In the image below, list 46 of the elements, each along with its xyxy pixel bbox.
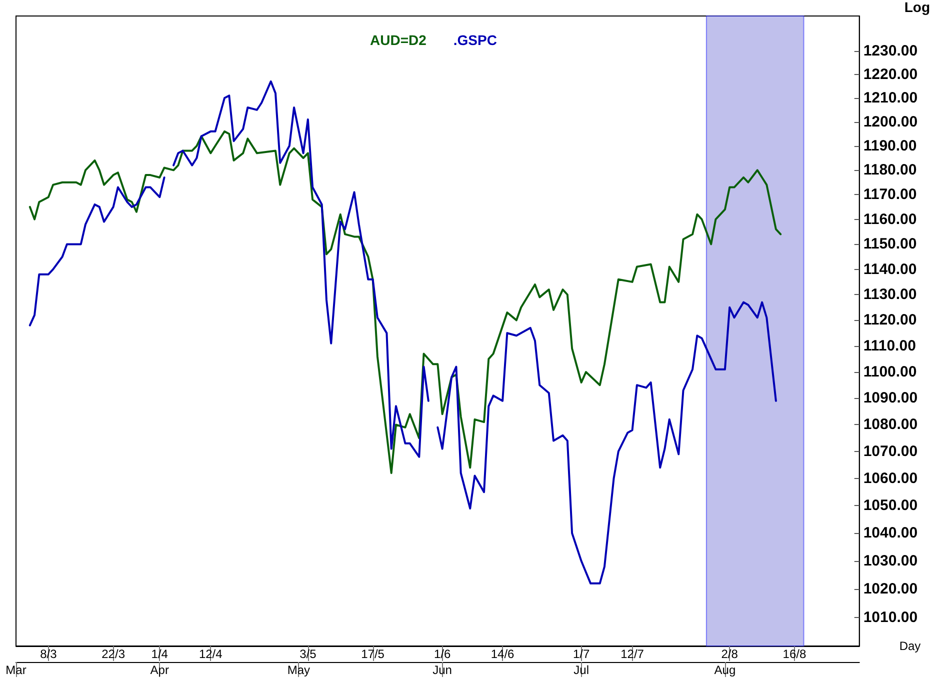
x-tick-label: 16/8 <box>782 647 806 661</box>
y-tick-label: 1230.00 <box>863 42 918 60</box>
x-tick-label: 17/5 <box>361 647 385 661</box>
x2-tick-label: Mar <box>6 663 26 677</box>
x-tick-label: 12/7 <box>620 647 644 661</box>
y-axis-title: Log <box>904 0 930 15</box>
x2-tick-label: Apr <box>150 663 169 677</box>
y-tick-label: 1030.00 <box>863 552 918 570</box>
x-tick-label: 1/4 <box>151 647 168 661</box>
y-tick-label: 1180.00 <box>863 162 917 179</box>
y-tick-label: 1070.00 <box>863 442 918 460</box>
x2-tick-label: Jul <box>574 663 589 677</box>
x2-tick-label: May <box>287 663 310 677</box>
y-tick-label: 1010.00 <box>863 608 918 626</box>
x2-tick-label: Aug <box>714 663 736 677</box>
y-tick-label: 1080.00 <box>863 416 918 434</box>
x-axis-title: Day <box>899 639 921 653</box>
y-tick-label: 1220.00 <box>863 66 918 83</box>
x-tick-label: 3/5 <box>300 647 317 661</box>
y-tick-label: 1150.00 <box>863 236 917 253</box>
text: AUD=D2 <box>370 32 427 48</box>
y-tick-label: 1160.00 <box>863 210 917 228</box>
y-tick-label: 1100.00 <box>863 363 917 380</box>
x-tick-label: 8/3 <box>40 647 58 661</box>
y-tick-label: 1170.00 <box>863 186 917 204</box>
y-tick-label: 1190.00 <box>863 137 917 154</box>
line-series <box>28 130 782 474</box>
y-tick-label: 1210.00 <box>863 89 918 106</box>
y-tick-label: 1200.00 <box>863 113 918 130</box>
x-tick-label: 1/6 <box>434 647 451 661</box>
y-tick-label: 1130.00 <box>863 286 917 304</box>
y-tick-label: 1090.00 <box>863 390 918 407</box>
y-tick-label: 1020.00 <box>863 580 918 598</box>
x2-tick-label: Jun <box>432 663 452 677</box>
y-tick-label: 1060.00 <box>863 470 918 487</box>
text: .GSPC <box>453 32 497 48</box>
x-tick-label: 22/3 <box>102 647 126 661</box>
x-tick-label: 2/8 <box>721 647 738 661</box>
x-tick-label: 12/4 <box>198 647 223 661</box>
y-tick-label: 1040.00 <box>863 524 918 542</box>
y-tick-label: 1140.00 <box>863 260 917 278</box>
y-tick-label: 1110.00 <box>863 337 916 354</box>
x-tick-label: 14/6 <box>490 647 515 661</box>
x-tick-label: 1/7 <box>572 647 590 661</box>
y-tick-label: 1050.00 <box>863 497 918 514</box>
y-tick-label: 1120.00 <box>863 312 917 329</box>
